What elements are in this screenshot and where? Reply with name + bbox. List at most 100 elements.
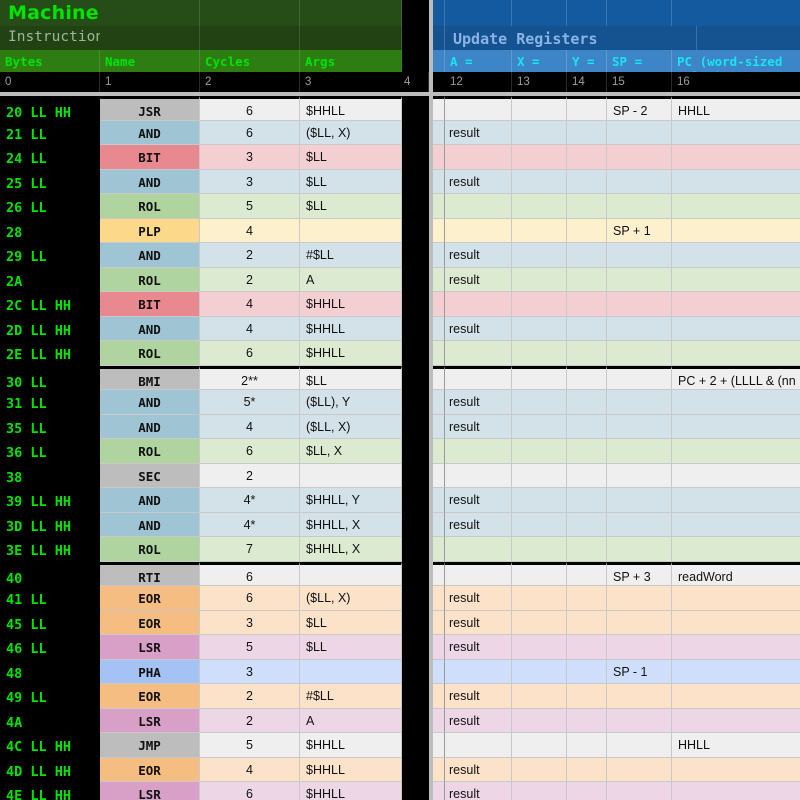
table-row[interactable]: 40 RTI 6 SP + 3 readWord: [0, 561, 800, 587]
cell-name[interactable]: ROL: [100, 267, 200, 292]
cell-frozen-sliver[interactable]: [433, 194, 445, 219]
cell-bytes[interactable]: 2D LL HH: [0, 316, 100, 341]
cell-register-a[interactable]: [445, 463, 512, 488]
cell-name[interactable]: EOR: [100, 610, 200, 635]
cell-register-y[interactable]: [567, 414, 607, 439]
vertical-freeze-divider[interactable]: [429, 341, 433, 366]
cell-cycles[interactable]: 2: [200, 708, 300, 733]
cell-frozen-sliver[interactable]: [433, 463, 445, 488]
table-row[interactable]: 45 LL EOR 3 $LL result: [0, 610, 800, 635]
cell-register-pc[interactable]: [672, 390, 800, 415]
cell-register-a[interactable]: result: [445, 782, 512, 800]
table-row[interactable]: 4D LL HH EOR 4 $HHLL result: [0, 757, 800, 782]
cell-register-y[interactable]: [567, 782, 607, 800]
cell-name[interactable]: AND: [100, 414, 200, 439]
cell-frozen-sliver[interactable]: [433, 390, 445, 415]
cell-register-sp[interactable]: [607, 316, 672, 341]
cell-register-x[interactable]: [512, 561, 567, 586]
cell-cycles[interactable]: 5: [200, 733, 300, 758]
cell-register-x[interactable]: [512, 194, 567, 219]
cell-bytes[interactable]: 2E LL HH: [0, 341, 100, 366]
cell-register-sp[interactable]: [607, 488, 672, 513]
cell-cycles[interactable]: 3: [200, 659, 300, 684]
cell-register-x[interactable]: [512, 292, 567, 317]
cell-register-a[interactable]: result: [445, 414, 512, 439]
vertical-freeze-divider[interactable]: [429, 463, 433, 488]
cell-cycles[interactable]: 4: [200, 292, 300, 317]
cell-register-y[interactable]: [567, 341, 607, 366]
vertical-freeze-divider[interactable]: [429, 488, 433, 513]
cell-args[interactable]: $HHLL, X: [300, 512, 402, 537]
cell-register-a[interactable]: result: [445, 169, 512, 194]
cell-args[interactable]: $HHLL: [300, 733, 402, 758]
cell-frozen-sliver[interactable]: [433, 635, 445, 660]
cell-bytes[interactable]: 29 LL: [0, 243, 100, 268]
column-header-name[interactable]: Name: [100, 50, 200, 72]
cell-register-sp[interactable]: [607, 194, 672, 219]
cell-register-a[interactable]: result: [445, 120, 512, 145]
cell-bytes[interactable]: 38: [0, 463, 100, 488]
table-row[interactable]: 30 LL BMI 2** $LL PC + 2 + (LLLL & (nn: [0, 365, 800, 391]
cell-register-pc[interactable]: [672, 316, 800, 341]
cell-name[interactable]: RTI: [100, 561, 200, 586]
cell-name[interactable]: EOR: [100, 757, 200, 782]
cell-bytes[interactable]: 24 LL: [0, 145, 100, 170]
cell-name[interactable]: PLP: [100, 218, 200, 243]
vertical-freeze-divider[interactable]: [429, 316, 433, 341]
cell-register-sp[interactable]: [607, 537, 672, 562]
cell-register-a[interactable]: [445, 365, 512, 390]
table-row[interactable]: 2C LL HH BIT 4 $HHLL: [0, 292, 800, 317]
cell-frozen-sliver[interactable]: [433, 218, 445, 243]
cell-register-a[interactable]: result: [445, 610, 512, 635]
vertical-freeze-divider[interactable]: [429, 390, 433, 415]
cell-register-x[interactable]: [512, 733, 567, 758]
cell-register-sp[interactable]: SP + 1: [607, 218, 672, 243]
cell-register-y[interactable]: [567, 635, 607, 660]
cell-name[interactable]: BIT: [100, 145, 200, 170]
cell-cycles[interactable]: 6: [200, 96, 300, 121]
cell-cycles[interactable]: 6: [200, 120, 300, 145]
vertical-freeze-divider-title[interactable]: [429, 0, 433, 26]
cell-frozen-sliver[interactable]: [433, 439, 445, 464]
cell-bytes[interactable]: 36 LL: [0, 439, 100, 464]
cell-register-pc[interactable]: [672, 635, 800, 660]
cell-register-x[interactable]: [512, 757, 567, 782]
cell-frozen-sliver[interactable]: [433, 684, 445, 709]
cell-bytes[interactable]: 41 LL: [0, 586, 100, 611]
cell-bytes[interactable]: 35 LL: [0, 414, 100, 439]
cell-bytes[interactable]: 4A: [0, 708, 100, 733]
cell-register-y[interactable]: [567, 292, 607, 317]
cell-register-x[interactable]: [512, 390, 567, 415]
cell-name[interactable]: JMP: [100, 733, 200, 758]
cell-bytes[interactable]: 2C LL HH: [0, 292, 100, 317]
vertical-freeze-divider[interactable]: [429, 120, 433, 145]
table-row[interactable]: 41 LL EOR 6 ($LL, X) result: [0, 586, 800, 611]
cell-register-x[interactable]: [512, 120, 567, 145]
cell-register-a[interactable]: result: [445, 512, 512, 537]
cell-register-y[interactable]: [567, 537, 607, 562]
cell-register-x[interactable]: [512, 169, 567, 194]
cell-cycles[interactable]: 4*: [200, 512, 300, 537]
cell-name[interactable]: ROL: [100, 439, 200, 464]
cell-register-x[interactable]: [512, 684, 567, 709]
cell-register-x[interactable]: [512, 96, 567, 121]
cell-register-sp[interactable]: [607, 341, 672, 366]
cell-frozen-sliver[interactable]: [433, 537, 445, 562]
vertical-freeze-divider[interactable]: [429, 218, 433, 243]
cell-register-x[interactable]: [512, 365, 567, 390]
cell-register-y[interactable]: [567, 586, 607, 611]
cell-bytes[interactable]: 3D LL HH: [0, 512, 100, 537]
cell-args[interactable]: [300, 463, 402, 488]
cell-register-sp[interactable]: SP - 1: [607, 659, 672, 684]
cell-args[interactable]: $LL: [300, 365, 402, 390]
cell-register-x[interactable]: [512, 316, 567, 341]
cell-register-x[interactable]: [512, 610, 567, 635]
cell-register-y[interactable]: [567, 194, 607, 219]
cell-register-pc[interactable]: [672, 292, 800, 317]
cell-register-x[interactable]: [512, 512, 567, 537]
cell-args[interactable]: $HHLL: [300, 292, 402, 317]
cell-register-y[interactable]: [567, 439, 607, 464]
cell-register-x[interactable]: [512, 243, 567, 268]
cell-register-y[interactable]: [567, 243, 607, 268]
